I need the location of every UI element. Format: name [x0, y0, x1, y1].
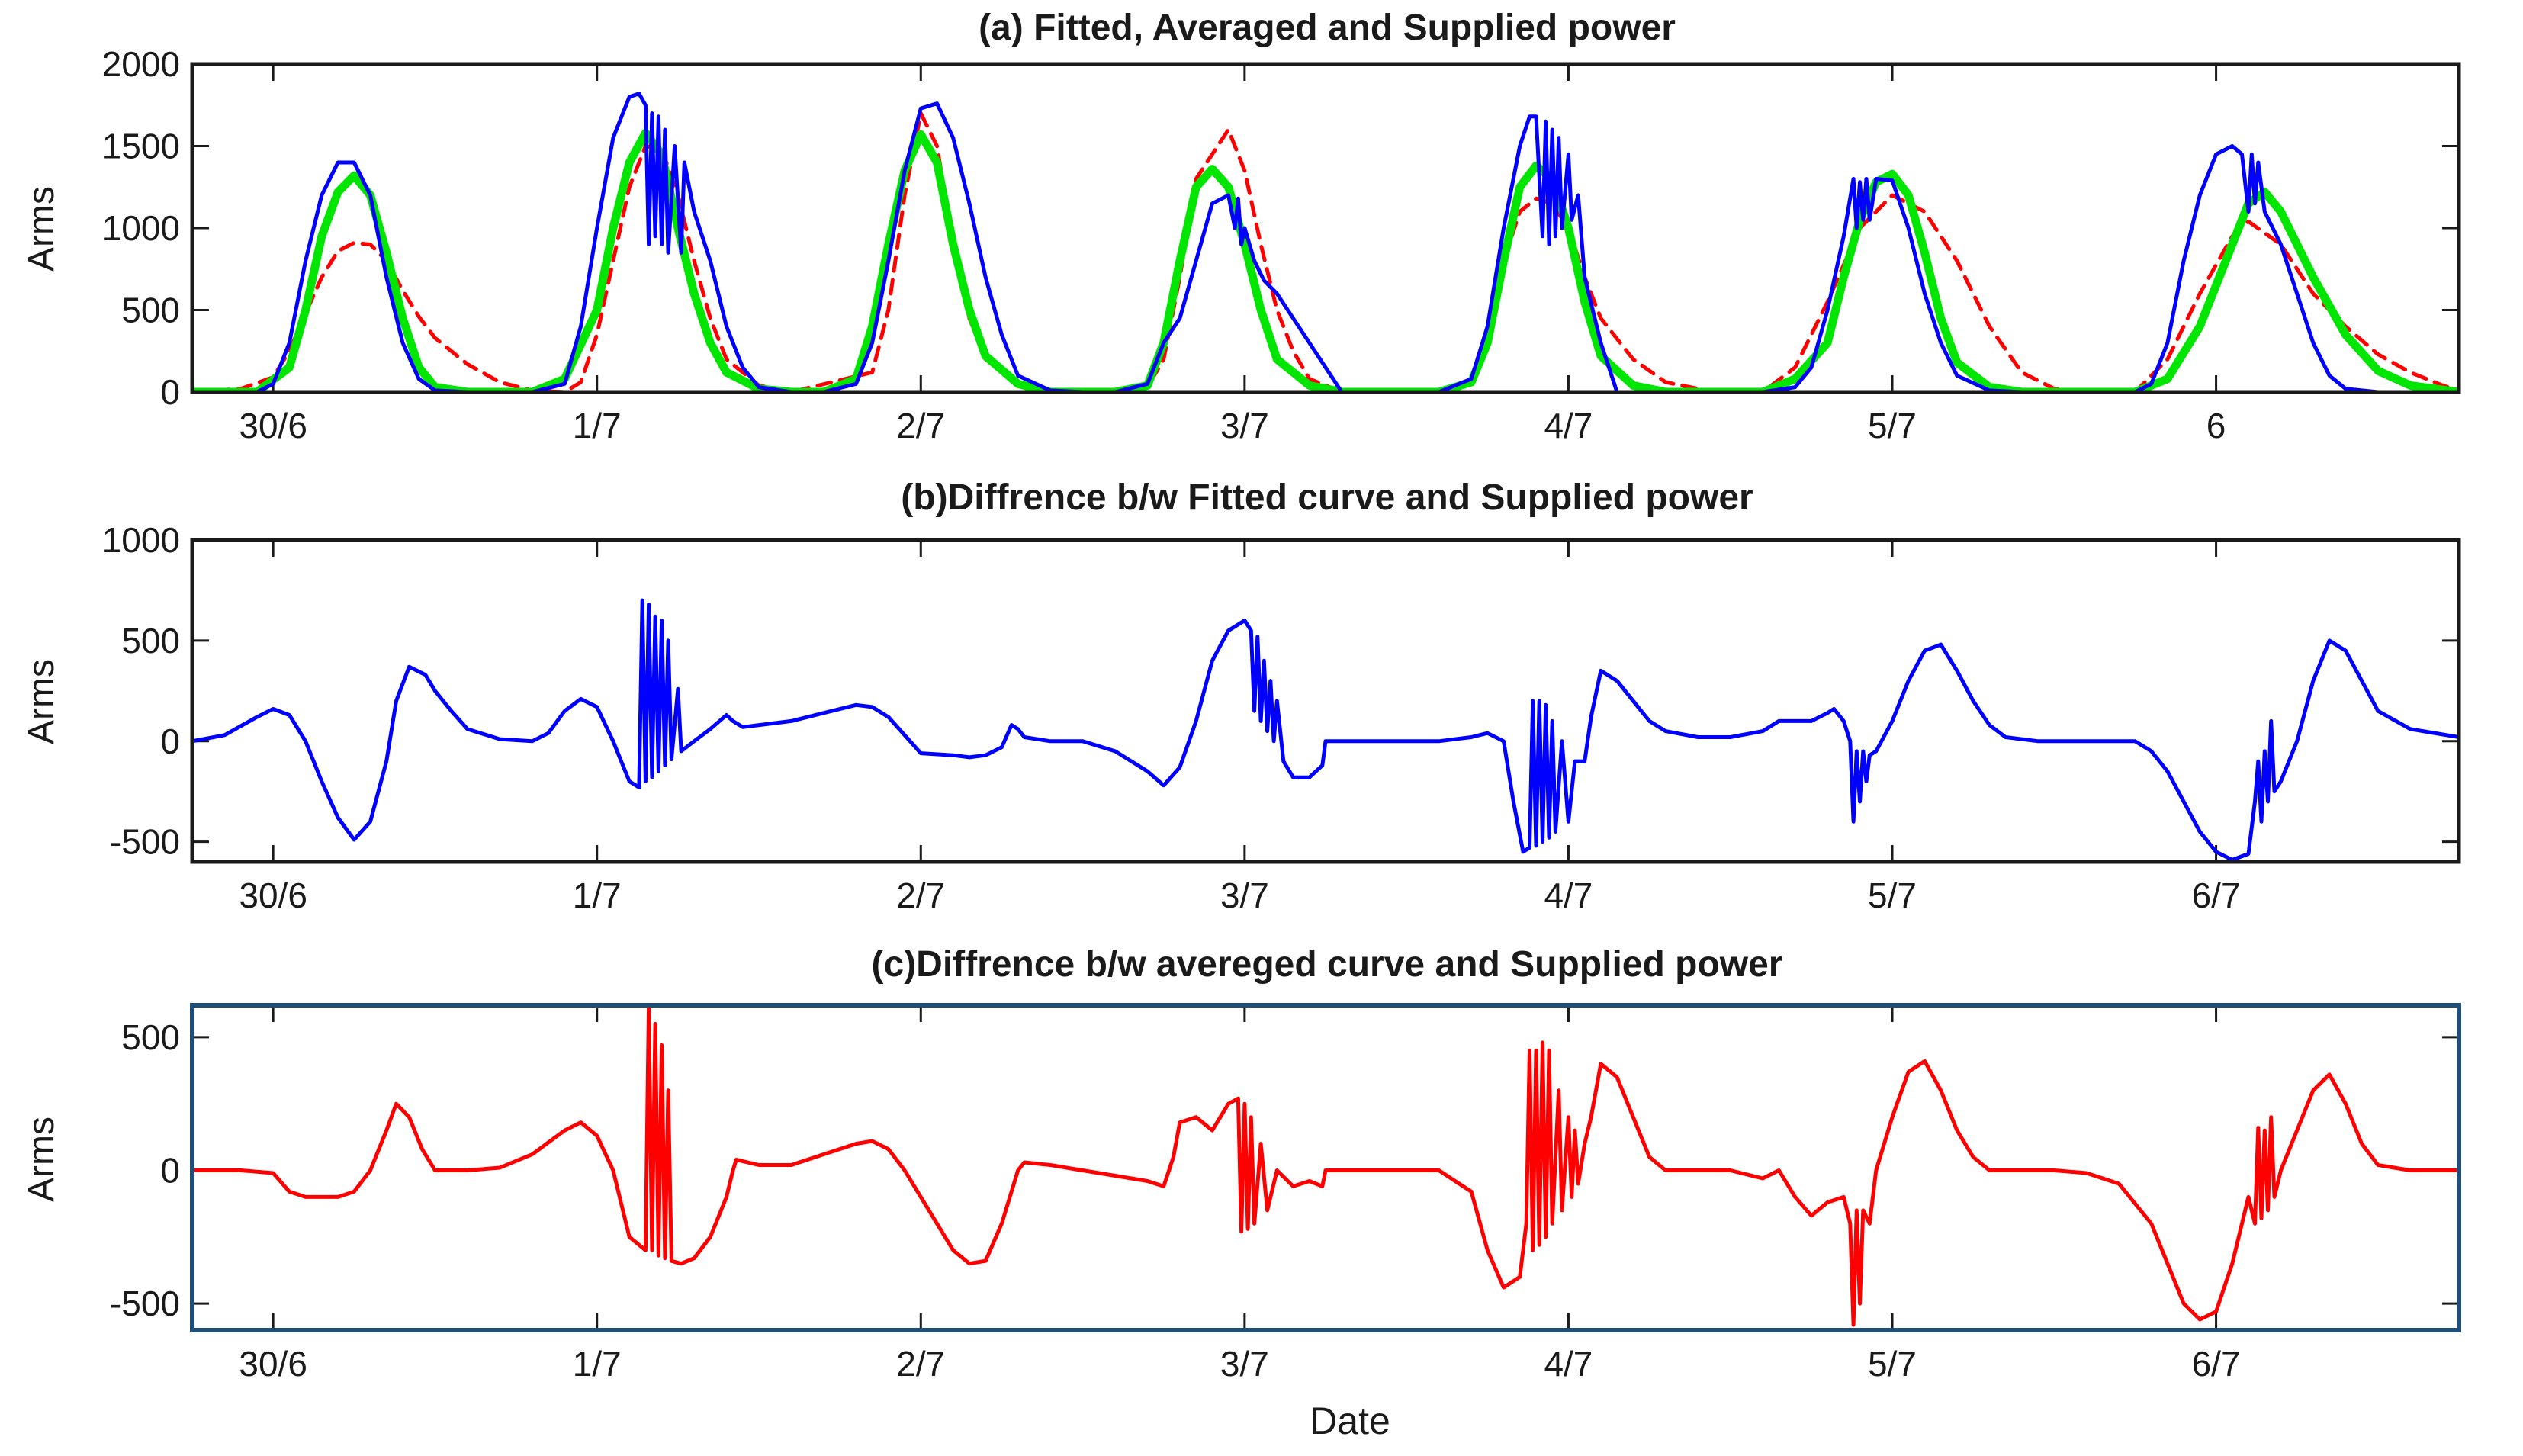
panel-c-plot: -500 0 500 30/6 1/7 2/7 3/7 4/7 5/7 6/7 — [110, 1005, 2459, 1384]
panel-b-ylabel: Arms — [21, 659, 62, 744]
panel-2-ytick-label: -500 — [110, 1284, 180, 1323]
panel-a-ylabel: Arms — [21, 186, 62, 272]
panel-a-frame — [190, 62, 2461, 394]
panel-0-ytick-label: 500 — [121, 291, 180, 330]
panel-0-ytick-label: 2000 — [102, 44, 180, 84]
panel-2-xtick-label: 5/7 — [1868, 1344, 1917, 1384]
panel-a-plot: 0 500 1000 1500 2000 30/6 1/7 2/7 3/7 4/7 5/7 6 — [102, 44, 2459, 445]
panel-0-series-2-line — [192, 92, 2459, 392]
panel-1-ytick-label: 0 — [160, 722, 180, 761]
panel-1-series-0-line — [192, 598, 2459, 862]
panel-0-ytick-label: 1000 — [102, 208, 180, 248]
panel-0-xtick-label: 1/7 — [573, 406, 622, 445]
panel-0-xtick-label: 4/7 — [1544, 406, 1593, 445]
panel-c-title: (c)Diffrence b/w avereged curve and Supp… — [872, 944, 1783, 985]
panel-2-ytick-label: 500 — [121, 1017, 180, 1057]
panel-b-frame — [190, 538, 2461, 864]
panel-2-xtick-label: 4/7 — [1544, 1344, 1593, 1384]
panel-1-xtick-label: 2/7 — [896, 876, 945, 915]
panel-1-xtick-label: 1/7 — [573, 876, 622, 915]
panel-0-xtick-label: 6 — [2206, 406, 2226, 445]
panel-1-xtick-label: 5/7 — [1868, 876, 1917, 915]
panel-1-ytick-label: 500 — [121, 621, 180, 661]
panel-c-frame — [190, 1003, 2461, 1332]
panel-2-xtick-label: 30/6 — [239, 1344, 307, 1384]
panel-1-xtick-label: 3/7 — [1220, 876, 1269, 915]
panel-0-xtick-label: 30/6 — [239, 406, 307, 445]
panel-2-series-0-line — [192, 1005, 2459, 1327]
panel-1-xtick-label: 4/7 — [1544, 876, 1593, 915]
panel-0-xtick-label: 2/7 — [896, 406, 945, 445]
panel-2-xtick-label: 3/7 — [1220, 1344, 1269, 1384]
panel-0-series-1-line — [192, 128, 2459, 392]
panel-2-xtick-label: 2/7 — [896, 1344, 945, 1384]
panel-0-ytick-label: 1500 — [102, 127, 180, 166]
panel-1-ytick-label: 1000 — [102, 520, 180, 560]
panel-1-xtick-label: 30/6 — [239, 876, 307, 915]
panel-2-ytick-label: 0 — [160, 1150, 180, 1190]
panel-a: (a) Fitted, Averaged and Supplied power … — [21, 8, 2461, 445]
panel-2-xtick-label: 1/7 — [573, 1344, 622, 1384]
panel-0-xtick-label: 5/7 — [1868, 406, 1917, 445]
panel-1-xtick-label: 6/7 — [2192, 876, 2241, 915]
panel-a-title: (a) Fitted, Averaged and Supplied power — [979, 8, 1676, 48]
panel-1-ytick-label: -500 — [110, 822, 180, 862]
panel-0-xtick-label: 3/7 — [1220, 406, 1269, 445]
panel-b: (b)Diffrence b/w Fitted curve and Suppli… — [21, 477, 2461, 915]
panel-c-xlabel: Date — [1310, 1400, 1390, 1442]
panel-c-ylabel: Arms — [21, 1117, 62, 1202]
panel-b-plot: -500 0 500 1000 30/6 1/7 2/7 3/7 4/7 5/7 6/7 — [102, 520, 2459, 915]
panel-0-ytick-label: 0 — [160, 372, 180, 412]
panel-c: (c)Diffrence b/w avereged curve and Supp… — [21, 944, 2461, 1442]
panel-2-xtick-label: 6/7 — [2192, 1344, 2241, 1384]
panel-b-title: (b)Diffrence b/w Fitted curve and Suppli… — [901, 477, 1753, 518]
panel-0-series-0-line — [192, 111, 2459, 392]
